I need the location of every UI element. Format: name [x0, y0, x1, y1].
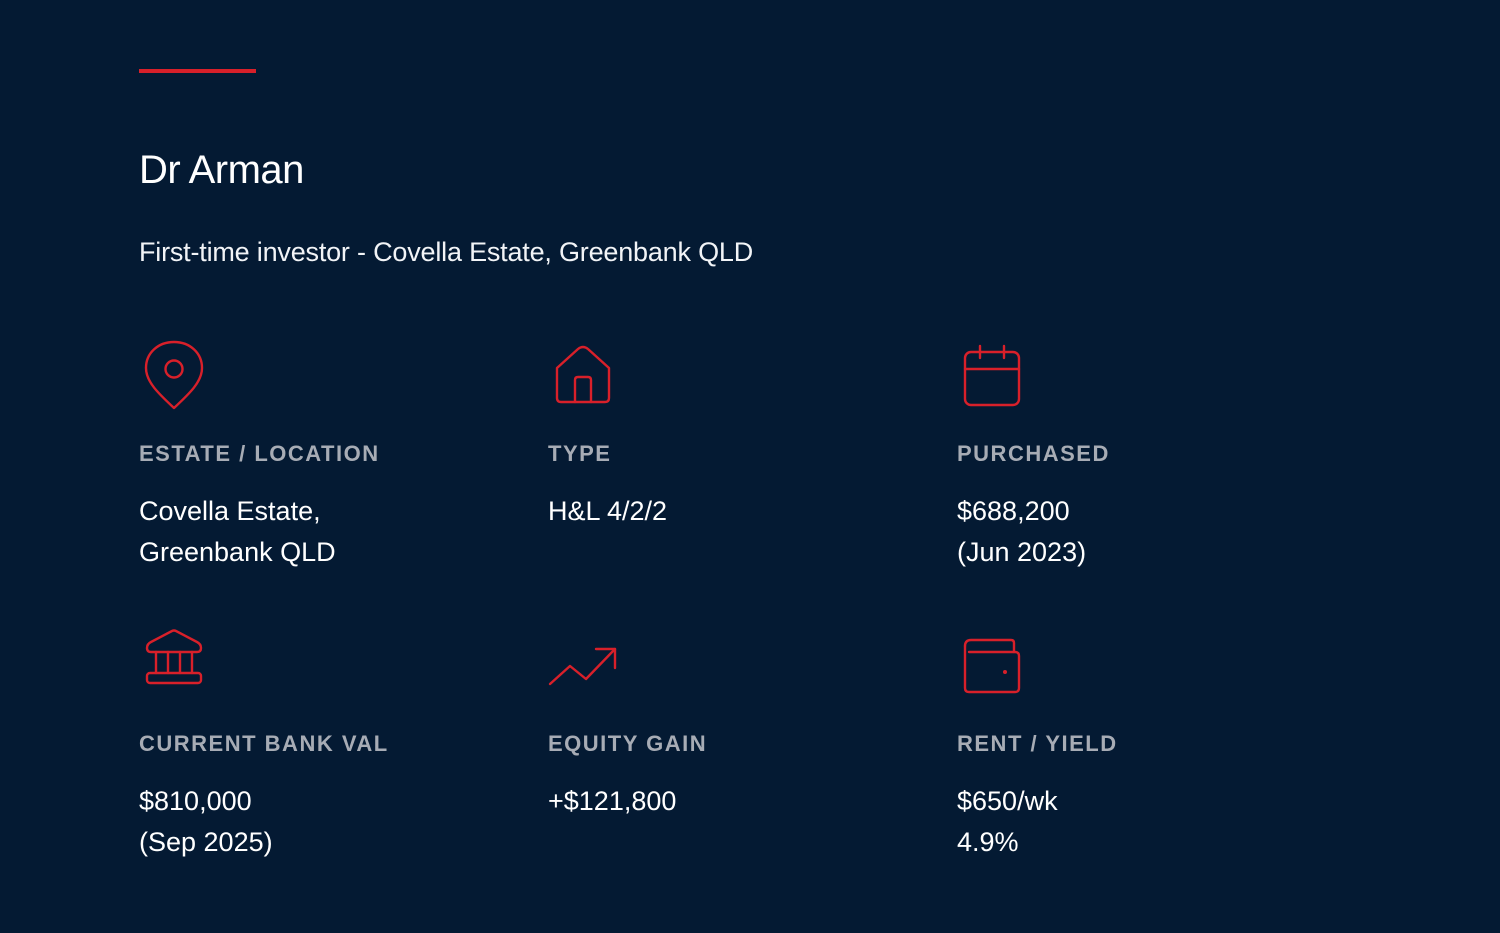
stat-value-line: Greenbank QLD	[139, 537, 336, 567]
bank-icon	[139, 628, 211, 700]
stat-value-line: $688,200	[957, 496, 1070, 526]
stat-value-line: H&L 4/2/2	[548, 496, 668, 526]
stat-value: Covella Estate, Greenbank QLD	[139, 491, 336, 573]
stat-label: TYPE	[548, 441, 612, 466]
stat-value-line: $810,000	[139, 786, 252, 816]
stat-value: H&L 4/2/2	[548, 491, 667, 532]
stat-value: +$121,800	[548, 781, 676, 822]
investor-subtitle: First-time investor - Covella Estate, Gr…	[139, 237, 754, 267]
stat-label: RENT / YIELD	[957, 731, 1118, 756]
stat-value-line: +$121,800	[548, 786, 677, 816]
stat-value-line: (Sep 2025)	[139, 827, 273, 857]
house-icon	[548, 338, 620, 410]
stat-value-line: $650/wk	[957, 786, 1058, 816]
wallet-icon	[957, 628, 1029, 700]
stat-label: CURRENT BANK VAL	[139, 731, 389, 756]
stat-value: $650/wk 4.9%	[957, 781, 1058, 863]
stat-label: EQUITY GAIN	[548, 731, 708, 756]
stat-value-line: Covella Estate,	[139, 496, 321, 526]
map-pin-icon	[139, 338, 211, 410]
investor-name: Dr Arman	[139, 148, 304, 192]
accent-bar	[139, 69, 256, 73]
stat-value-line: 4.9%	[957, 827, 1019, 857]
stat-value: $688,200 (Jun 2023)	[957, 491, 1086, 573]
stat-label: ESTATE / LOCATION	[139, 441, 380, 466]
stat-value-line: (Jun 2023)	[957, 537, 1087, 567]
calendar-icon	[957, 338, 1029, 410]
stat-value: $810,000 (Sep 2025)	[139, 781, 273, 863]
trending-up-icon	[548, 628, 620, 700]
stat-label: PURCHASED	[957, 441, 1110, 466]
